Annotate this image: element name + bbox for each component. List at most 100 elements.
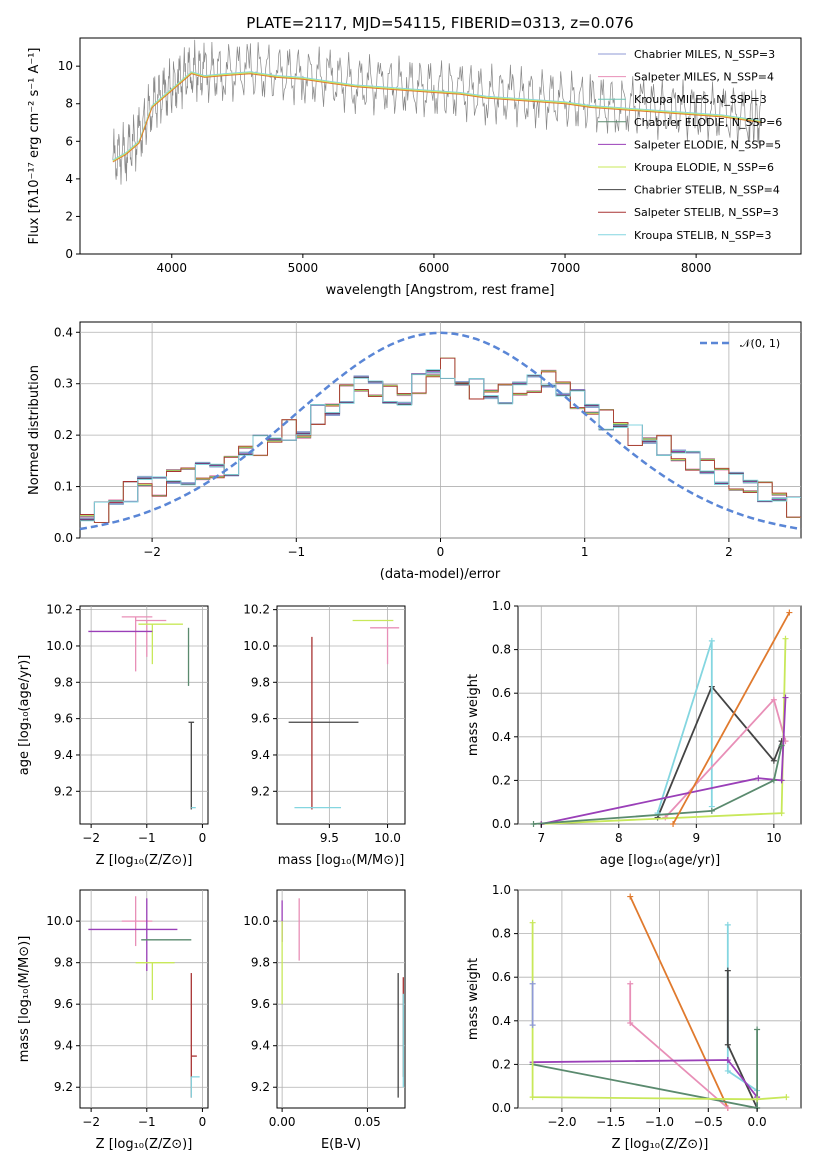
weight-point bbox=[782, 694, 789, 701]
x-tick-label: 9.5 bbox=[320, 831, 339, 845]
weight-point bbox=[724, 1067, 731, 1074]
legend-label: Salpeter STELIB, N_SSP=3 bbox=[634, 206, 779, 219]
weight-line bbox=[656, 684, 783, 818]
y-tick-label: 0.0 bbox=[492, 1101, 511, 1115]
weight-line bbox=[629, 896, 729, 1109]
y-tick-label: 9.8 bbox=[251, 675, 270, 689]
residual-legend: 𝒩(0, 1) bbox=[700, 337, 780, 350]
weight-point bbox=[783, 1094, 790, 1101]
weight-point bbox=[770, 757, 777, 764]
weight-point bbox=[724, 1041, 731, 1048]
x-tick-label: 7 bbox=[537, 831, 545, 845]
y-tick-label: 9.8 bbox=[54, 675, 73, 689]
x-tick-label: 4000 bbox=[156, 261, 187, 275]
weight-point bbox=[754, 1026, 761, 1033]
residual-panel: −2 −1 0 1 2 0.0 0.1 0.2 0.3 0.4 (data-model)/erro… bbox=[27, 321, 802, 582]
y-tick-label: 0.0 bbox=[54, 531, 73, 545]
weight-line bbox=[533, 745, 783, 825]
y-tick-label: 0.0 bbox=[492, 817, 511, 831]
legend-label: Kroupa MILES, N_SSP=3 bbox=[634, 93, 767, 106]
x-tick-label: 10.0 bbox=[374, 831, 401, 845]
x-tick-label: 6000 bbox=[419, 261, 450, 275]
y-tick-label: 8 bbox=[65, 97, 73, 111]
weight-vs-age-ylabel: mass weight bbox=[466, 674, 481, 756]
spectrum-ylabel: Flux [fλ10⁻¹⁷ erg cm⁻² s⁻¹ A⁻¹] bbox=[27, 48, 42, 245]
x-tick-label: 8 bbox=[615, 831, 623, 845]
weight-point bbox=[778, 742, 785, 749]
x-tick-label: 9 bbox=[693, 831, 701, 845]
age-vs-Z-axes bbox=[79, 605, 209, 825]
x-tick-label: 0.0 bbox=[748, 1115, 767, 1129]
mass-vs-Z-xlabel: Z [log₁₀(Z/Z⊙)] bbox=[96, 1137, 193, 1152]
weight-point bbox=[529, 919, 536, 926]
y-tick-label: 9.2 bbox=[251, 784, 270, 798]
x-tick-label: −1.5 bbox=[596, 1115, 625, 1129]
weight-point bbox=[724, 1105, 731, 1111]
y-tick-label: 9.4 bbox=[54, 748, 73, 762]
weight-point bbox=[770, 696, 777, 703]
weight-point bbox=[778, 777, 785, 784]
data-spectrum-line bbox=[112, 39, 762, 185]
weight-point bbox=[529, 1094, 536, 1101]
weight-vs-Z-ylabel: mass weight bbox=[466, 958, 481, 1040]
weight-point bbox=[724, 967, 731, 974]
x-tick-label: −1 bbox=[287, 545, 305, 559]
weight-line bbox=[672, 612, 791, 825]
x-tick-label: −2 bbox=[82, 1115, 100, 1129]
x-tick-label: −2 bbox=[82, 831, 100, 845]
normal-curve bbox=[79, 331, 802, 531]
model-spectrum-line bbox=[112, 71, 762, 161]
weight-vs-Z-xlabel: Z [log₁₀(Z/Z⊙)] bbox=[612, 1137, 709, 1152]
weight-line bbox=[541, 697, 787, 825]
y-tick-label: 0.4 bbox=[492, 730, 511, 744]
legend-label: Chabrier ELODIE, N_SSP=6 bbox=[634, 116, 782, 129]
x-tick-label: 7000 bbox=[550, 261, 581, 275]
y-tick-label: 10 bbox=[58, 59, 73, 73]
weight-point bbox=[627, 980, 634, 987]
age-vs-mass-axes bbox=[276, 605, 406, 825]
weight-line bbox=[532, 1029, 758, 1110]
y-tick-label: 6 bbox=[65, 134, 73, 148]
weight-point bbox=[786, 609, 793, 616]
weight-point bbox=[754, 1096, 761, 1103]
normal-legend-label: 𝒩(0, 1) bbox=[740, 337, 780, 350]
weight-vs-age-panel: 7 8 9 10 0.0 0.2 0.4 0.6 0.8 1.0 age [log₁₀(age/y… bbox=[466, 599, 802, 868]
x-tick-label: 2 bbox=[725, 545, 733, 559]
weight-point bbox=[782, 635, 789, 642]
y-tick-label: 9.6 bbox=[251, 997, 270, 1011]
x-tick-label: −0.5 bbox=[694, 1115, 723, 1129]
y-tick-label: 10.0 bbox=[243, 914, 270, 928]
model-spectrum-line bbox=[112, 73, 762, 163]
spectrum-panel: 4000 5000 6000 7000 8000 0 2 4 6 8 10 wavelength [… bbox=[27, 37, 802, 298]
y-tick-label: 9.2 bbox=[251, 1080, 270, 1094]
spectrum-legend: Chabrier MILES, N_SSP=3 Salpeter MILES, N… bbox=[598, 48, 782, 242]
weight-point bbox=[778, 810, 785, 817]
y-tick-label: 0.6 bbox=[492, 686, 511, 700]
y-tick-label: 9.4 bbox=[251, 748, 270, 762]
y-tick-label: 0.2 bbox=[492, 773, 511, 787]
legend-label: Chabrier STELIB, N_SSP=4 bbox=[634, 184, 780, 197]
y-tick-label: 4 bbox=[65, 172, 73, 186]
y-tick-label: 0.2 bbox=[492, 1057, 511, 1071]
x-tick-label: −1.0 bbox=[645, 1115, 674, 1129]
x-tick-label: 1 bbox=[581, 545, 589, 559]
weight-vs-age-axes bbox=[517, 605, 802, 825]
weight-point bbox=[770, 777, 777, 784]
y-tick-label: 2 bbox=[65, 209, 73, 223]
weight-point bbox=[755, 775, 762, 782]
y-tick-label: 9.4 bbox=[251, 1039, 270, 1053]
y-tick-label: 10.2 bbox=[46, 603, 73, 617]
age-vs-mass-xlabel: mass [log₁₀(M/M⊙)] bbox=[278, 853, 405, 868]
y-tick-label: 10.2 bbox=[243, 603, 270, 617]
weight-point bbox=[530, 821, 537, 827]
y-tick-label: 10.0 bbox=[243, 639, 270, 653]
weight-point bbox=[627, 1019, 634, 1026]
y-tick-label: 0.2 bbox=[54, 428, 73, 442]
mass-vs-EBV-xlabel: E(B-V) bbox=[321, 1137, 361, 1152]
y-tick-label: 9.8 bbox=[54, 956, 73, 970]
x-tick-label: 5000 bbox=[288, 261, 319, 275]
x-tick-label: −1 bbox=[138, 1115, 156, 1129]
legend-label: Kroupa ELODIE, N_SSP=6 bbox=[634, 161, 774, 174]
weight-point bbox=[708, 637, 715, 644]
